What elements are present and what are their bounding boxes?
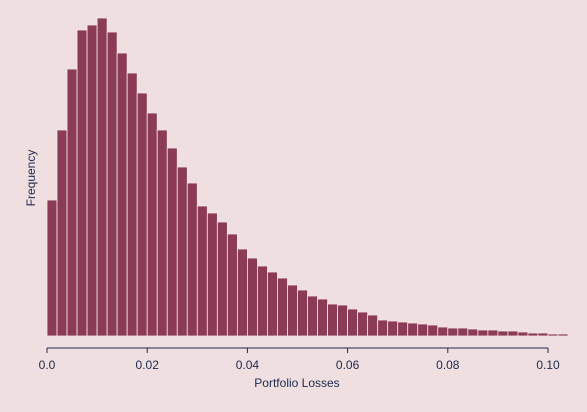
x-tick-label: 0.10 bbox=[536, 358, 560, 372]
bar bbox=[387, 320, 399, 337]
bar bbox=[96, 17, 108, 337]
bar bbox=[337, 304, 348, 337]
bar bbox=[467, 328, 479, 337]
bar bbox=[547, 333, 559, 337]
bar bbox=[166, 147, 178, 337]
bar bbox=[106, 31, 118, 337]
bar bbox=[277, 277, 288, 337]
bar bbox=[56, 129, 68, 337]
bar bbox=[297, 289, 308, 337]
bar bbox=[327, 303, 338, 337]
bar bbox=[537, 332, 549, 337]
bar bbox=[497, 330, 509, 337]
bar bbox=[66, 68, 78, 337]
bar bbox=[487, 329, 499, 337]
bar bbox=[377, 319, 389, 337]
bar bbox=[156, 129, 168, 337]
bar bbox=[86, 24, 98, 337]
bar bbox=[407, 322, 419, 337]
bar bbox=[116, 52, 128, 337]
bar bbox=[176, 166, 188, 337]
y-axis-label: Frequency bbox=[24, 150, 38, 207]
bar bbox=[216, 221, 228, 337]
x-tick-label: 0.06 bbox=[336, 358, 360, 372]
bar bbox=[557, 333, 569, 337]
bar bbox=[287, 284, 298, 337]
bar bbox=[347, 308, 359, 337]
bar bbox=[477, 329, 489, 337]
bar bbox=[317, 298, 328, 337]
bar bbox=[307, 295, 318, 337]
bar bbox=[437, 326, 449, 337]
bar bbox=[226, 233, 238, 337]
bar bbox=[267, 271, 278, 337]
bar bbox=[257, 265, 268, 337]
x-tick-label: 0.0 bbox=[39, 358, 56, 372]
bar bbox=[397, 321, 409, 337]
bar bbox=[527, 332, 539, 337]
bar bbox=[146, 112, 158, 337]
bar bbox=[427, 324, 439, 337]
bar bbox=[246, 257, 258, 337]
x-tick-label: 0.02 bbox=[136, 358, 160, 372]
bar bbox=[186, 182, 198, 337]
bar bbox=[76, 29, 88, 337]
bar bbox=[367, 314, 379, 337]
bar bbox=[126, 72, 138, 337]
x-tick-label: 0.04 bbox=[236, 358, 260, 372]
bar bbox=[196, 205, 208, 337]
bar bbox=[517, 331, 529, 337]
bar bbox=[507, 330, 519, 337]
x-axis-label: Portfolio Losses bbox=[254, 376, 339, 390]
bar bbox=[136, 92, 148, 337]
x-tick-label: 0.08 bbox=[436, 358, 460, 372]
bar bbox=[206, 212, 218, 337]
bar bbox=[417, 323, 429, 337]
bar bbox=[447, 327, 459, 337]
bar bbox=[236, 248, 248, 337]
bar bbox=[357, 311, 369, 337]
bar bbox=[46, 199, 58, 337]
bar bbox=[457, 327, 469, 337]
